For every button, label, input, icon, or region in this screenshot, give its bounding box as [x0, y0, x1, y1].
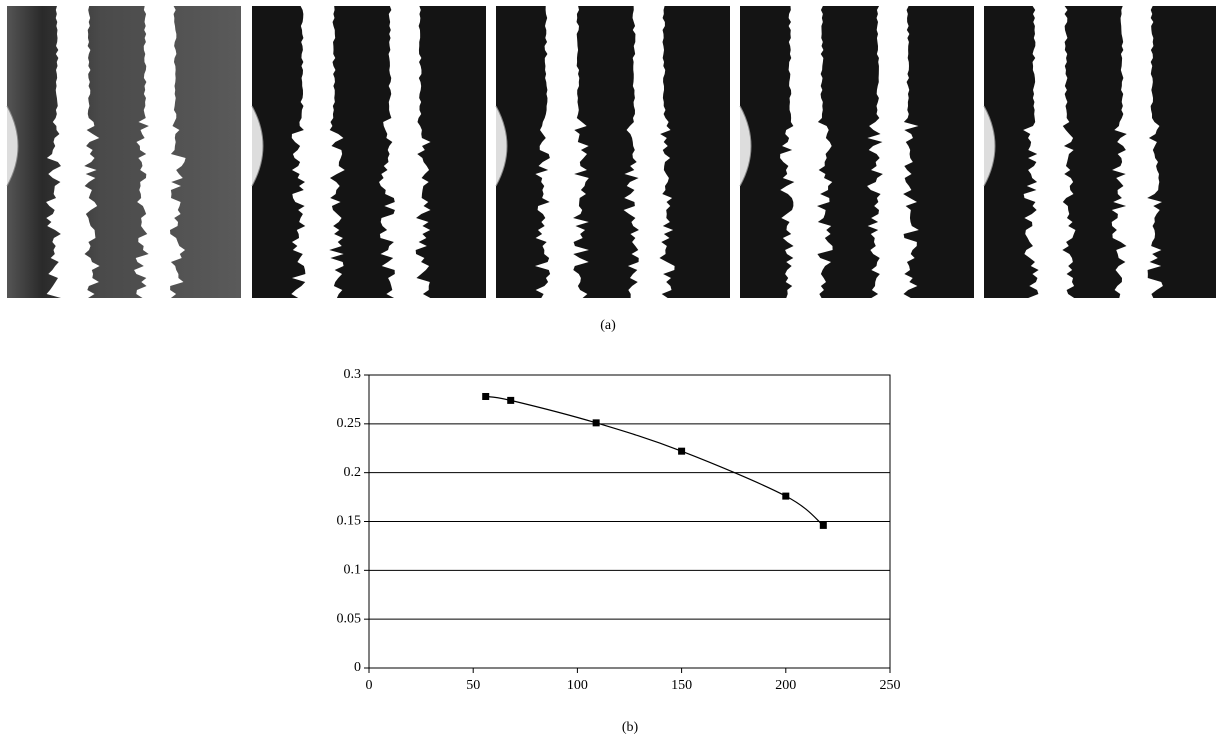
image-stripe — [46, 6, 100, 298]
image-notch — [251, 105, 264, 187]
y-tick-label: 0.25 — [337, 416, 362, 431]
image-stripe — [291, 6, 345, 298]
data-point — [678, 447, 686, 455]
image-stripe — [1023, 6, 1076, 298]
image-stripe — [1111, 6, 1163, 298]
image-notch — [6, 105, 19, 187]
x-tick-label: 100 — [567, 678, 588, 693]
image-background — [984, 6, 1216, 298]
x-tick-label: 150 — [671, 678, 692, 693]
y-tick-label: 0.3 — [344, 367, 362, 382]
data-point — [507, 396, 515, 404]
image-stripe — [867, 6, 919, 298]
x-tick-label: 250 — [880, 678, 901, 693]
x-tick-label: 0 — [366, 678, 373, 693]
data-point — [592, 419, 600, 427]
image-notch — [983, 105, 996, 187]
x-tick-label: 200 — [775, 678, 796, 693]
image-stripe — [623, 6, 675, 298]
y-tick-label: 0.2 — [344, 465, 362, 480]
y-tick-label: 0.15 — [337, 514, 362, 529]
image-notch — [739, 105, 752, 187]
panel-label: (b) — [622, 720, 639, 735]
y-tick-label: 0.05 — [337, 611, 362, 626]
data-point — [482, 392, 490, 400]
image-background — [252, 6, 486, 298]
image-background — [496, 6, 730, 298]
y-tick-label: 0.1 — [344, 563, 362, 578]
image-stripe — [535, 6, 589, 298]
y-tick-label: 0 — [354, 660, 361, 675]
image-stripe — [379, 6, 431, 298]
image-notch — [495, 105, 508, 187]
data-line — [485, 395, 824, 526]
image-background — [7, 6, 241, 298]
panel-label: (a) — [600, 318, 616, 333]
image-background — [740, 6, 974, 298]
x-tick-label: 50 — [466, 678, 480, 693]
image-stripe — [134, 6, 186, 298]
data-point — [782, 492, 790, 500]
image-strip — [6, 6, 1216, 298]
image-stripe — [780, 6, 833, 298]
data-point — [819, 521, 827, 529]
